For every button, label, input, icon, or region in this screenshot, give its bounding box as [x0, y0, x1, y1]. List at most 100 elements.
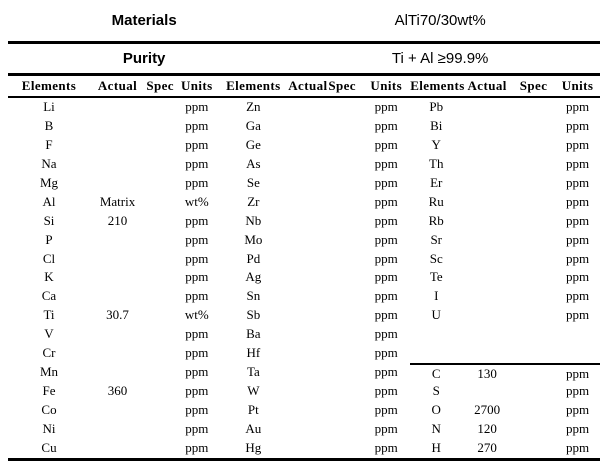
cell-spec [322, 306, 362, 325]
cell-spec [145, 231, 175, 250]
cell-element: S [432, 383, 440, 399]
cell-units: ppm [565, 155, 590, 171]
cell-element: Ge [245, 136, 261, 152]
purity-value: Ti + Al ≥99.9% [391, 50, 489, 67]
cell-actual [288, 136, 322, 155]
cell-units: ppm [185, 326, 209, 342]
cell-actual [462, 155, 512, 174]
cell-actual [90, 117, 145, 136]
cell-element: B [44, 117, 54, 133]
cell-spec [322, 193, 362, 212]
cell-element: Te [429, 269, 443, 285]
cell-units: ppm [565, 288, 590, 304]
cell-actual: Matrix [99, 193, 136, 209]
cell-units: ppm [565, 231, 590, 247]
cell-units: ppm [185, 364, 209, 380]
table-row: Li ppm Zn ppm Pb ppm [8, 98, 600, 117]
column-header-units: Units [561, 78, 594, 93]
cell-element: W [247, 383, 260, 399]
cell-spec [322, 401, 362, 420]
cell-spec [145, 325, 175, 344]
cell-actual: 360 [107, 383, 128, 399]
cell-spec [145, 212, 175, 231]
cell-element: Y [431, 136, 441, 152]
materials-label: Materials [111, 12, 177, 29]
cell-actual [462, 268, 512, 287]
cell-element: Ti [43, 307, 55, 323]
cell-actual [462, 136, 512, 155]
cell-actual [462, 174, 512, 193]
cell-actual [288, 117, 322, 136]
table-row: Cl ppm Pd ppm Sc ppm [8, 250, 600, 269]
cell-spec [322, 382, 362, 401]
cell-actual [288, 98, 322, 117]
table-row: Si 210 ppm Nb ppm Rb ppm [8, 212, 600, 231]
cell-units: ppm [565, 250, 590, 266]
cell-spec [512, 231, 555, 250]
cell-units: ppm [374, 420, 398, 436]
table-row: Na ppm As ppm Th ppm [8, 155, 600, 174]
cell-element: Th [429, 155, 444, 171]
cell-spec [145, 401, 175, 420]
cell-spec [322, 250, 362, 269]
cell-spec [512, 325, 555, 344]
cell-units: ppm [565, 307, 590, 323]
materials-value: AlTi70/30wt% [394, 12, 486, 29]
cell-spec [145, 287, 175, 306]
cell-units: ppm [185, 231, 209, 247]
cell-units: ppm [185, 155, 209, 171]
cell-units: ppm [565, 439, 590, 455]
cell-element: Sc [429, 250, 443, 266]
cell-spec [322, 231, 362, 250]
cell-units: wt% [184, 307, 209, 323]
cell-element: Mg [39, 174, 59, 190]
cell-actual [288, 325, 322, 344]
cell-units: ppm [565, 269, 590, 285]
cell-actual: 270 [477, 439, 497, 455]
cell-element: H [431, 439, 441, 455]
cell-units: ppm [185, 402, 209, 417]
cell-element: Au [245, 420, 262, 436]
table-row: Mg ppm Se ppm Er ppm [8, 174, 600, 193]
cell-actual: 130 [462, 363, 512, 384]
cell-element: Rb [428, 212, 444, 228]
cell-spec [512, 382, 555, 401]
cell-spec [322, 174, 362, 193]
cell-actual [90, 250, 145, 269]
cell-actual: 120 [477, 420, 497, 436]
cell-element: Cr [42, 345, 56, 361]
cell-actual [90, 439, 145, 458]
cell-spec [322, 117, 362, 136]
cell-spec [512, 212, 555, 231]
cell-element: V [44, 326, 54, 342]
column-header-units: Units [370, 78, 403, 93]
cell-element: Er [430, 174, 443, 190]
cell-actual [462, 231, 512, 250]
cell-units: ppm [565, 212, 590, 228]
cell-units: ppm [185, 383, 209, 399]
cell-element: Sr [430, 231, 443, 247]
cell-actual [462, 382, 512, 401]
cell-element: Fe [42, 383, 56, 399]
cell-units: ppm [185, 99, 209, 114]
cell-actual [288, 193, 322, 212]
cell-spec [512, 363, 556, 384]
cell-units: ppm [565, 136, 590, 152]
cell-units: ppm [185, 117, 209, 133]
cell-actual [90, 401, 145, 420]
cell-units: ppm [185, 269, 209, 285]
cell-actual [90, 98, 145, 117]
cell-element: Se [246, 174, 260, 190]
cell-element: Sn [246, 288, 261, 304]
column-header-spec: Spec [519, 78, 548, 93]
cell-element: Ca [41, 288, 57, 304]
cell-actual [462, 212, 512, 231]
cell-element: Zn [246, 99, 261, 114]
